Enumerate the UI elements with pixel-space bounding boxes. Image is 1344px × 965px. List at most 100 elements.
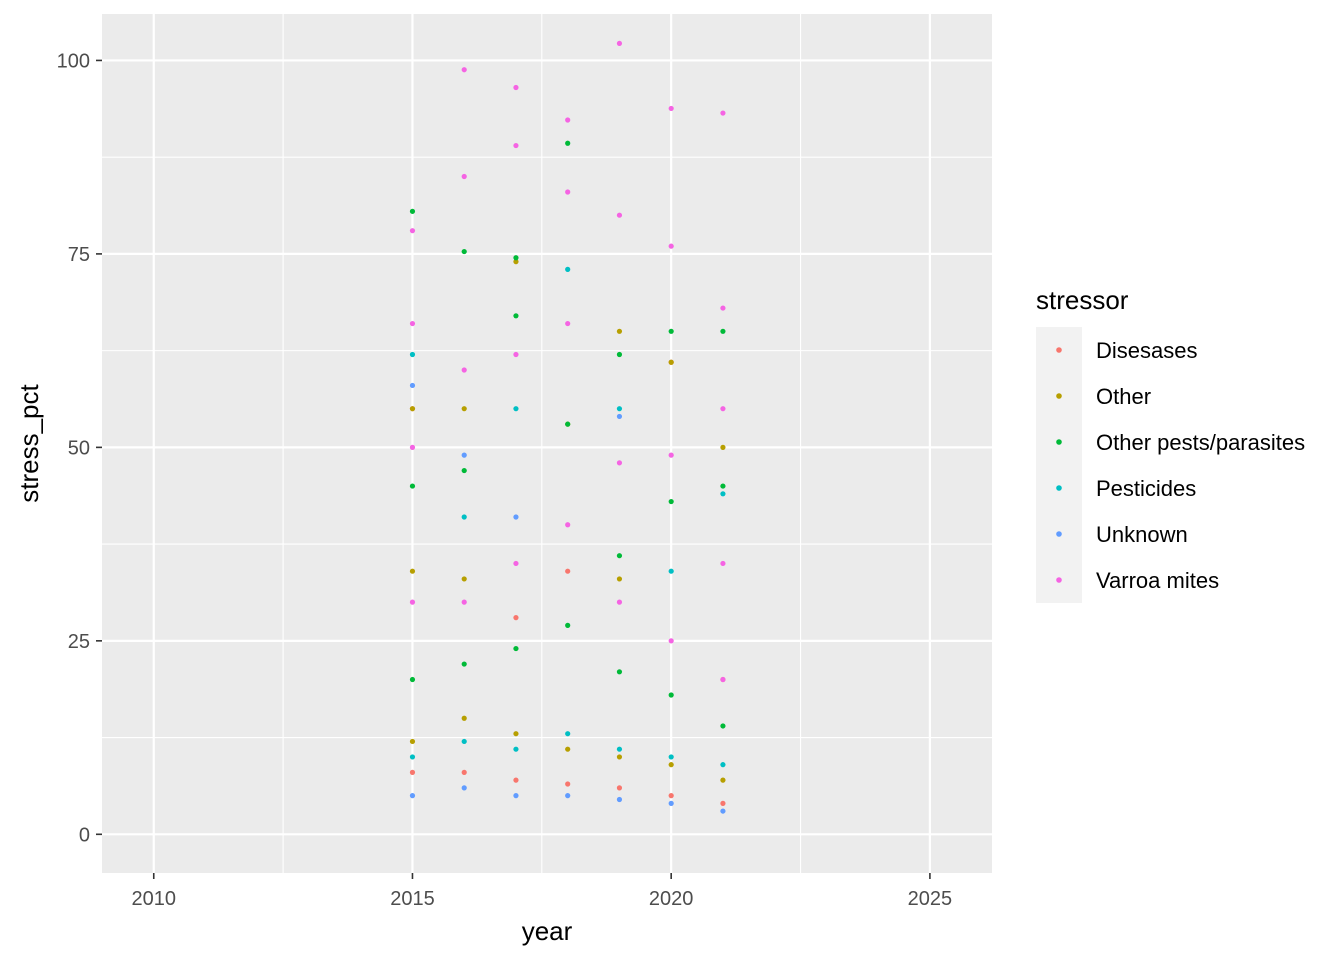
data-point: [668, 793, 674, 799]
data-point: [513, 406, 519, 412]
data-point: [409, 406, 416, 412]
data-point: [409, 444, 416, 450]
data-point: [513, 351, 519, 358]
legend-keys-background: [1036, 327, 1082, 603]
data-point: [461, 785, 467, 791]
data-point: [513, 560, 519, 567]
data-point: [720, 723, 726, 729]
data-point: [409, 382, 416, 389]
data-point: [565, 189, 571, 195]
data-point: [461, 661, 467, 667]
data-point: [409, 320, 416, 327]
legend-key: [1056, 439, 1062, 445]
points-layer: [409, 40, 726, 814]
x-tick-label: 2025: [908, 888, 953, 910]
legend-key: [1056, 485, 1062, 491]
data-point: [668, 638, 674, 644]
legend-items: Disesases Other Other pests/parasites Pesti…: [1056, 338, 1305, 593]
data-point: [565, 117, 571, 123]
data-point: [409, 769, 416, 775]
data-point: [513, 514, 519, 520]
data-point: [461, 367, 467, 373]
data-point: [720, 491, 726, 497]
legend-key: [1056, 531, 1062, 537]
data-point: [461, 67, 467, 73]
data-point: [565, 568, 571, 574]
data-point: [616, 212, 623, 218]
panel-background: [102, 14, 992, 873]
data-point: [409, 754, 416, 760]
y-axis-label: stress_pct: [14, 383, 44, 502]
data-point: [668, 692, 674, 698]
data-point: [720, 676, 726, 683]
data-point: [616, 40, 623, 47]
legend-key: [1056, 347, 1062, 353]
data-point: [616, 669, 623, 675]
data-point: [461, 406, 467, 412]
data-point: [409, 568, 416, 574]
data-point: [565, 793, 571, 799]
data-point: [513, 731, 519, 737]
y-tick-label: 50: [68, 437, 90, 459]
data-point: [616, 460, 623, 466]
data-point: [668, 359, 674, 365]
legend-title: stressor: [1036, 285, 1129, 315]
data-point: [720, 444, 726, 450]
data-point: [616, 553, 623, 559]
data-point: [513, 84, 519, 91]
data-point: [668, 762, 674, 768]
data-point: [668, 754, 674, 760]
data-point: [409, 738, 416, 745]
data-point: [565, 320, 571, 327]
legend-key: [1056, 393, 1062, 399]
data-point: [616, 406, 623, 412]
legend-label: Other pests/parasites: [1096, 430, 1305, 455]
data-point: [513, 255, 519, 261]
y-tick-label: 0: [79, 824, 90, 846]
y-tick-label: 100: [57, 50, 90, 72]
data-point: [461, 514, 467, 520]
data-point: [720, 305, 726, 311]
data-point: [409, 208, 416, 214]
data-point: [720, 808, 726, 814]
data-point: [616, 754, 623, 760]
data-point: [616, 576, 623, 582]
data-point: [565, 421, 571, 427]
data-point: [565, 140, 571, 146]
data-point: [461, 173, 467, 180]
data-point: [461, 738, 467, 745]
data-point: [720, 560, 726, 567]
data-point: [409, 793, 416, 799]
data-point: [720, 406, 726, 412]
x-axis-label: year: [522, 916, 573, 946]
data-point: [513, 313, 519, 319]
data-point: [513, 777, 519, 783]
data-point: [668, 105, 674, 112]
legend-label: Disesases: [1096, 338, 1197, 363]
data-point: [616, 746, 623, 752]
y-tick-label: 75: [68, 244, 90, 266]
data-point: [616, 351, 623, 358]
data-point: [513, 746, 519, 752]
data-point: [565, 781, 571, 787]
data-point: [461, 769, 467, 775]
x-tick-label: 2015: [390, 888, 435, 910]
data-point: [668, 568, 674, 574]
data-point: [565, 266, 571, 272]
data-point: [461, 599, 467, 605]
data-point: [616, 328, 623, 334]
data-point: [668, 800, 674, 806]
data-point: [513, 142, 519, 149]
data-point: [409, 483, 416, 489]
data-point: [616, 413, 623, 420]
data-point: [409, 351, 416, 358]
data-point: [668, 243, 674, 249]
data-point: [668, 328, 674, 334]
data-point: [461, 576, 467, 582]
data-point: [720, 110, 726, 116]
data-point: [461, 467, 467, 474]
legend-label: Pesticides: [1096, 476, 1196, 501]
data-point: [409, 676, 416, 683]
data-point: [565, 622, 571, 628]
